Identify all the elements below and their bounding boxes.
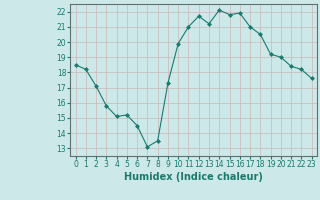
X-axis label: Humidex (Indice chaleur): Humidex (Indice chaleur) [124, 172, 263, 182]
